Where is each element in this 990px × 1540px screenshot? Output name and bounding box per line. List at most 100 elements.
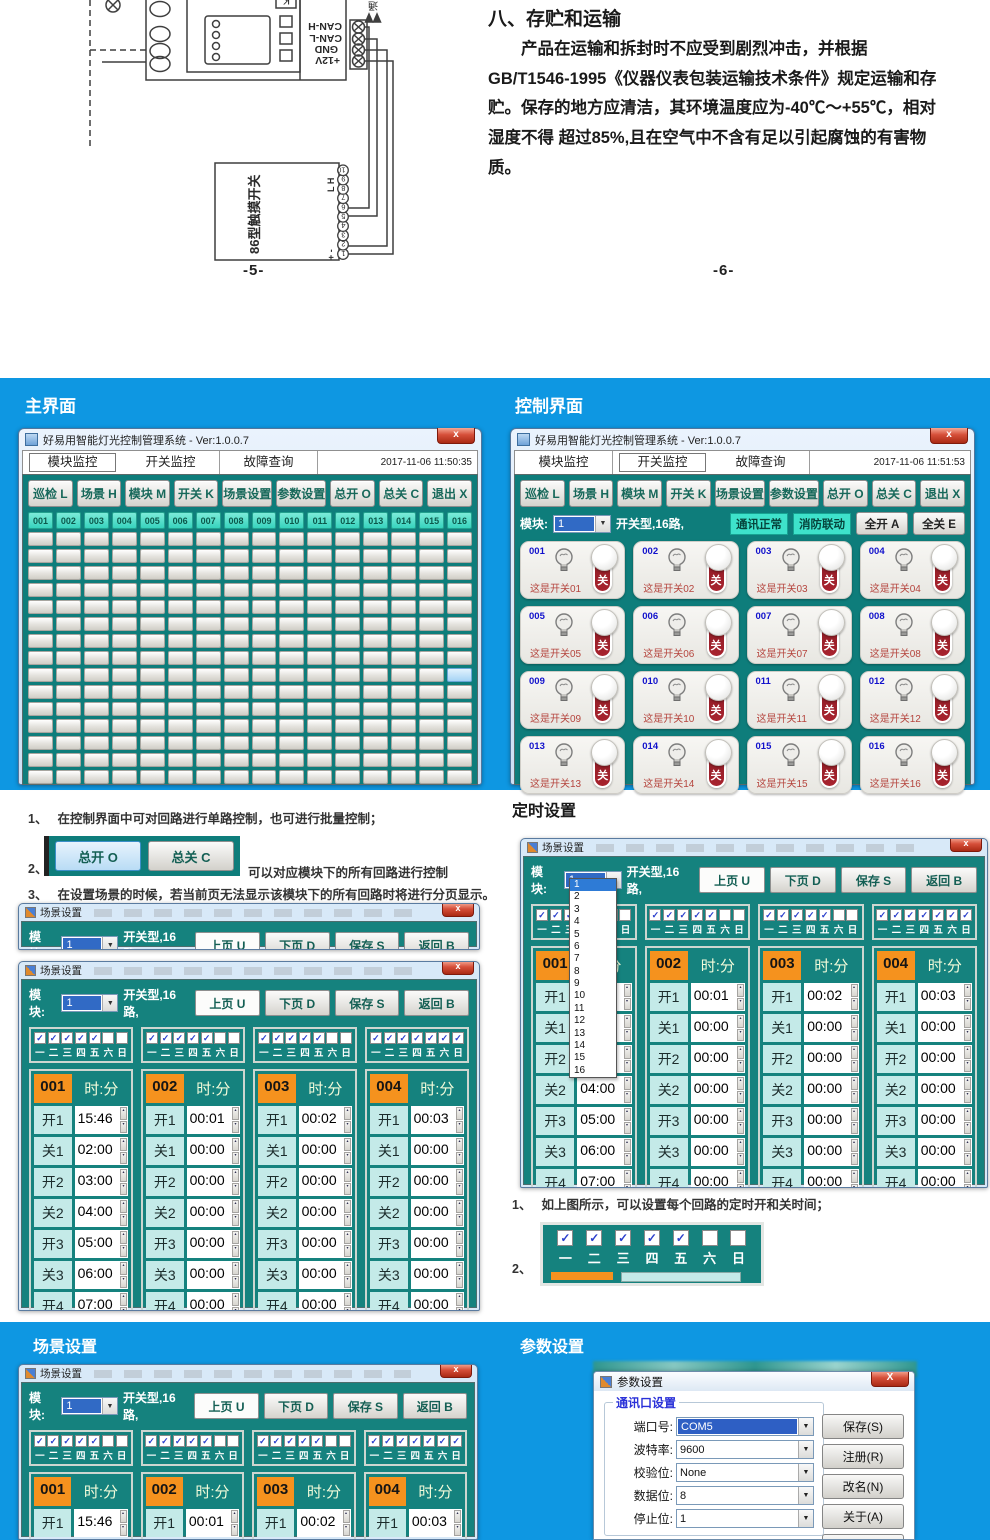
time-spinner[interactable]: ▴ ▾: [120, 1169, 127, 1195]
time-input[interactable]: 00:00 ▴ ▾: [186, 1230, 240, 1258]
module-cell[interactable]: 015: [419, 512, 445, 529]
empty-cell[interactable]: [363, 770, 389, 784]
empty-cell[interactable]: [223, 685, 249, 699]
empty-cell[interactable]: [195, 719, 221, 733]
empty-cell[interactable]: [83, 753, 109, 767]
empty-cell[interactable]: [391, 770, 417, 784]
weekday-checkbox[interactable]: [326, 1032, 339, 1044]
spinner-down-icon[interactable]: ▾: [850, 1028, 858, 1041]
time-input[interactable]: 00:00 ▴ ▾: [186, 1137, 240, 1165]
empty-cell[interactable]: [363, 549, 389, 563]
time-spinner[interactable]: ▴ ▾: [737, 1015, 744, 1041]
spinner-down-icon[interactable]: ▾: [120, 1213, 127, 1226]
dropdown-item[interactable]: 15: [574, 1052, 586, 1064]
toggle-knob[interactable]: [817, 609, 845, 636]
empty-cell[interactable]: [279, 651, 305, 665]
empty-cell[interactable]: [111, 702, 137, 716]
weekday-checkbox[interactable]: ✓: [424, 1032, 437, 1044]
spinner-up-icon[interactable]: ▴: [623, 1015, 631, 1028]
empty-cell[interactable]: [419, 719, 445, 733]
empty-cell[interactable]: [447, 532, 472, 546]
dropdown-item[interactable]: 16: [574, 1064, 586, 1076]
empty-cell[interactable]: [139, 651, 165, 665]
time-input[interactable]: 00:01 ▴ ▾: [185, 1509, 239, 1537]
switch-toggle[interactable]: 关: [817, 739, 845, 791]
time-spinner[interactable]: ▴ ▾: [964, 1170, 971, 1187]
empty-cell[interactable]: [55, 770, 81, 784]
empty-cell[interactable]: [28, 532, 53, 546]
empty-cell[interactable]: [251, 770, 277, 784]
switch-toggle[interactable]: 关: [704, 674, 732, 726]
time-spinner[interactable]: ▴ ▾: [623, 1015, 631, 1041]
time-spinner[interactable]: ▴ ▾: [232, 1138, 239, 1164]
weekday-checkbox[interactable]: ✓: [557, 1230, 574, 1246]
register-button[interactable]: 注册(R): [822, 1444, 904, 1469]
empty-cell[interactable]: [28, 566, 53, 580]
time-input[interactable]: 00:00 ▴ ▾: [410, 1230, 464, 1258]
spinner-down-icon[interactable]: ▾: [456, 1151, 463, 1164]
empty-cell[interactable]: [55, 736, 81, 750]
spinner-down-icon[interactable]: ▾: [456, 1244, 463, 1257]
title-bar[interactable]: 场景设置 x: [21, 962, 477, 979]
toolbar-button[interactable]: 退出 X: [920, 480, 965, 507]
toolbar-button[interactable]: 开关 K: [173, 480, 219, 507]
module-select[interactable]: 1▼: [61, 1397, 118, 1415]
empty-cell[interactable]: [139, 566, 165, 580]
empty-cell[interactable]: [447, 583, 472, 597]
time-input[interactable]: 00:00 ▴ ▾: [298, 1230, 352, 1258]
empty-cell[interactable]: [391, 719, 417, 733]
empty-cell[interactable]: [28, 736, 53, 750]
chevron-down-icon[interactable]: ▼: [798, 1418, 813, 1435]
time-input[interactable]: 15:46▴▾: [74, 1509, 128, 1537]
empty-cell[interactable]: [307, 702, 333, 716]
empty-cell[interactable]: [419, 634, 445, 648]
spinner-down-icon[interactable]: ▾: [964, 1183, 971, 1187]
spinner-up-icon[interactable]: ▴: [623, 1077, 631, 1090]
spinner-up-icon[interactable]: ▴: [120, 1262, 127, 1275]
empty-cell[interactable]: [223, 668, 249, 682]
time-input[interactable]: 00:00 ▴ ▾: [804, 1169, 859, 1187]
dropdown-item[interactable]: 5: [574, 928, 580, 940]
toolbar-button[interactable]: 总开 O: [822, 480, 868, 507]
spinner-down-icon[interactable]: ▾: [231, 1523, 238, 1536]
tab-module-monitor[interactable]: 模块监控: [515, 451, 613, 474]
time-spinner[interactable]: ▴ ▾: [850, 1170, 858, 1187]
empty-cell[interactable]: [335, 532, 361, 546]
module-cell[interactable]: 009: [251, 512, 277, 529]
time-input[interactable]: 00:00 ▴ ▾: [298, 1199, 352, 1227]
empty-cell[interactable]: [167, 651, 193, 665]
empty-cell[interactable]: [223, 719, 249, 733]
module-cell[interactable]: 004: [111, 512, 137, 529]
tab-module-monitor[interactable]: 模块监控: [29, 453, 116, 472]
spinner-up-icon[interactable]: ▴: [456, 1231, 463, 1244]
time-spinner[interactable]: ▴ ▾: [344, 1169, 351, 1195]
weekday-checkbox[interactable]: [338, 1435, 351, 1447]
param-combobox[interactable]: None ▼: [676, 1463, 814, 1482]
spinner-down-icon[interactable]: ▾: [964, 1121, 971, 1134]
spinner-down-icon[interactable]: ▾: [623, 1152, 631, 1165]
weekday-checkbox[interactable]: ✓: [946, 909, 959, 921]
switch-toggle[interactable]: 关: [591, 544, 619, 596]
empty-cell[interactable]: [167, 617, 193, 631]
empty-cell[interactable]: [139, 549, 165, 563]
empty-cell[interactable]: [363, 634, 389, 648]
time-spinner[interactable]: ▴ ▾: [964, 984, 971, 1010]
toggle-knob[interactable]: [591, 674, 619, 701]
empty-cell[interactable]: [447, 753, 472, 767]
toolbar-button[interactable]: 总开 O: [330, 480, 375, 507]
time-input[interactable]: 00:00 ▴ ▾: [804, 1076, 859, 1104]
empty-cell[interactable]: [111, 634, 137, 648]
time-input[interactable]: 00:01 ▴ ▾: [186, 1106, 240, 1134]
spinner-down-icon[interactable]: ▾: [232, 1151, 239, 1164]
empty-cell[interactable]: [363, 651, 389, 665]
empty-cell[interactable]: [447, 668, 472, 682]
switch-toggle[interactable]: 关: [704, 544, 732, 596]
empty-cell[interactable]: [279, 600, 305, 614]
time-spinner[interactable]: ▴ ▾: [456, 1107, 463, 1133]
time-input[interactable]: 00:03 ▴ ▾: [410, 1106, 464, 1134]
spinner-down-icon[interactable]: ▾: [737, 997, 744, 1010]
empty-cell[interactable]: [251, 719, 277, 733]
empty-cell[interactable]: [307, 600, 333, 614]
empty-cell[interactable]: [363, 600, 389, 614]
weekday-checkbox[interactable]: ✓: [172, 1435, 185, 1447]
